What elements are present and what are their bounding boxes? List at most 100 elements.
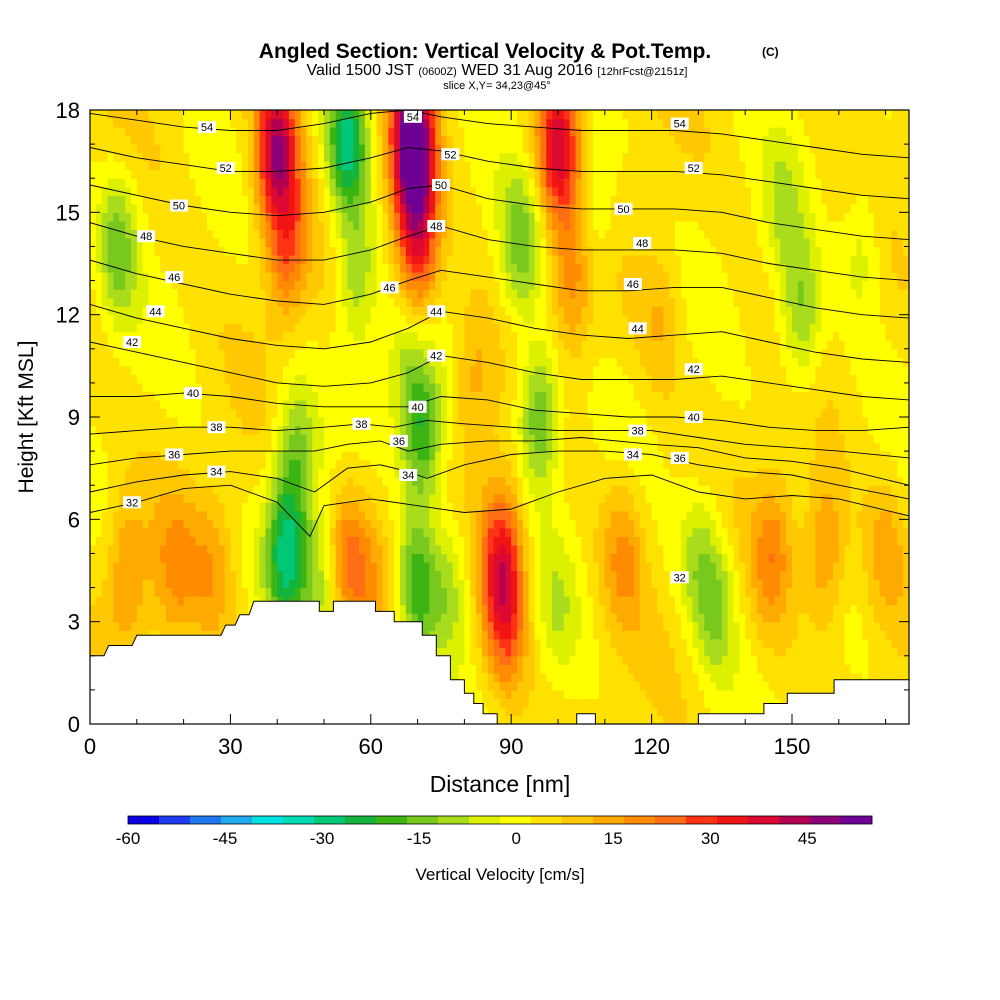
heatmap-cell xyxy=(212,604,220,614)
heatmap-cell xyxy=(259,246,267,256)
heatmap-cell xyxy=(253,237,261,248)
heatmap-cell xyxy=(370,203,378,213)
heatmap-cell xyxy=(177,399,185,410)
heatmap-cell xyxy=(271,561,278,572)
heatmap-cell xyxy=(288,391,296,401)
heatmap-cell xyxy=(195,280,202,290)
heatmap-cell xyxy=(452,425,460,435)
heatmap-cell xyxy=(487,348,495,358)
heatmap-cell xyxy=(125,638,132,648)
heatmap-cell xyxy=(318,152,325,162)
heatmap-cell xyxy=(166,544,173,555)
heatmap-cell xyxy=(160,417,167,427)
heatmap-cell xyxy=(470,314,477,324)
heatmap-cell xyxy=(259,280,267,290)
heatmap-cell xyxy=(376,485,384,495)
heatmap-cell xyxy=(101,254,109,265)
heatmap-cell xyxy=(370,348,378,358)
heatmap-cell xyxy=(400,544,407,555)
heatmap-cell xyxy=(148,374,155,384)
heatmap-cell xyxy=(405,502,413,512)
heatmap-cell xyxy=(446,459,454,469)
heatmap-cell xyxy=(487,280,495,290)
heatmap-cell xyxy=(247,237,255,248)
heatmap-cell xyxy=(470,348,477,358)
heatmap-cell xyxy=(195,553,202,563)
heatmap-cell xyxy=(435,297,442,307)
heatmap-cell xyxy=(335,178,343,188)
heatmap-cell xyxy=(353,536,360,546)
heatmap-cell xyxy=(405,152,413,162)
heatmap-cell xyxy=(107,144,114,154)
heatmap-cell xyxy=(101,579,109,589)
heatmap-cell xyxy=(101,314,109,324)
heatmap-cell xyxy=(119,365,126,375)
heatmap-cell xyxy=(236,519,243,529)
heatmap-cell xyxy=(224,212,231,222)
heatmap-cell xyxy=(493,553,501,563)
heatmap-cell xyxy=(95,638,103,648)
heatmap-cell xyxy=(347,331,354,341)
heatmap-cell xyxy=(160,365,167,375)
heatmap-cell xyxy=(487,144,495,154)
heatmap-cell xyxy=(400,451,407,461)
heatmap-cell xyxy=(154,348,161,358)
heatmap-cell xyxy=(370,340,378,350)
heatmap-cell xyxy=(487,246,495,256)
heatmap-cell xyxy=(470,161,477,171)
heatmap-cell xyxy=(487,118,495,128)
heatmap-cell xyxy=(441,399,448,410)
heatmap-cell xyxy=(148,536,155,546)
heatmap-cell xyxy=(95,399,103,410)
heatmap-cell xyxy=(370,144,378,154)
heatmap-cell xyxy=(119,237,126,248)
heatmap-cell xyxy=(125,289,132,299)
heatmap-cell xyxy=(359,280,366,290)
heatmap-cell xyxy=(335,237,343,248)
heatmap-cell xyxy=(171,382,179,393)
heatmap-cell xyxy=(195,246,202,256)
heatmap-cell xyxy=(166,476,173,486)
heatmap-cell xyxy=(458,672,465,682)
heatmap-cell xyxy=(183,289,191,299)
heatmap-cell xyxy=(470,212,477,222)
heatmap-cell xyxy=(300,186,308,196)
heatmap-cell xyxy=(370,289,378,299)
heatmap-cell xyxy=(370,127,378,137)
heatmap-cell xyxy=(306,203,313,213)
heatmap-cell xyxy=(341,417,348,427)
heatmap-cell xyxy=(148,203,155,213)
heatmap-cell xyxy=(329,561,337,572)
heatmap-cell xyxy=(417,485,425,495)
heatmap-cell xyxy=(318,348,325,358)
heatmap-cell xyxy=(101,459,109,469)
heatmap-cell xyxy=(294,510,302,520)
heatmap-cell xyxy=(441,561,448,572)
heatmap-cell xyxy=(265,297,272,307)
heatmap-cell xyxy=(265,587,272,597)
heatmap-cell xyxy=(207,331,214,341)
heatmap-cell xyxy=(160,254,167,265)
heatmap-cell xyxy=(388,340,395,350)
heatmap-cell xyxy=(236,306,243,316)
heatmap-cell xyxy=(300,434,308,444)
heatmap-cell xyxy=(271,178,278,188)
heatmap-cell xyxy=(382,570,389,580)
heatmap-cell xyxy=(306,442,313,452)
heatmap-cell xyxy=(487,630,495,640)
heatmap-cell xyxy=(113,152,120,162)
heatmap-cell xyxy=(166,519,173,529)
heatmap-cell xyxy=(154,246,161,256)
heatmap-cell xyxy=(171,289,179,299)
heatmap-cell xyxy=(423,425,430,435)
heatmap-cell xyxy=(306,399,313,410)
heatmap-cell xyxy=(329,144,337,154)
heatmap-cell xyxy=(212,289,220,299)
heatmap-cell xyxy=(294,169,302,179)
heatmap-cell xyxy=(312,365,319,375)
heatmap-cell xyxy=(142,195,150,205)
heatmap-cell xyxy=(394,357,401,367)
heatmap-cell xyxy=(435,613,442,623)
heatmap-cell xyxy=(400,604,407,614)
heatmap-cell xyxy=(446,425,454,435)
